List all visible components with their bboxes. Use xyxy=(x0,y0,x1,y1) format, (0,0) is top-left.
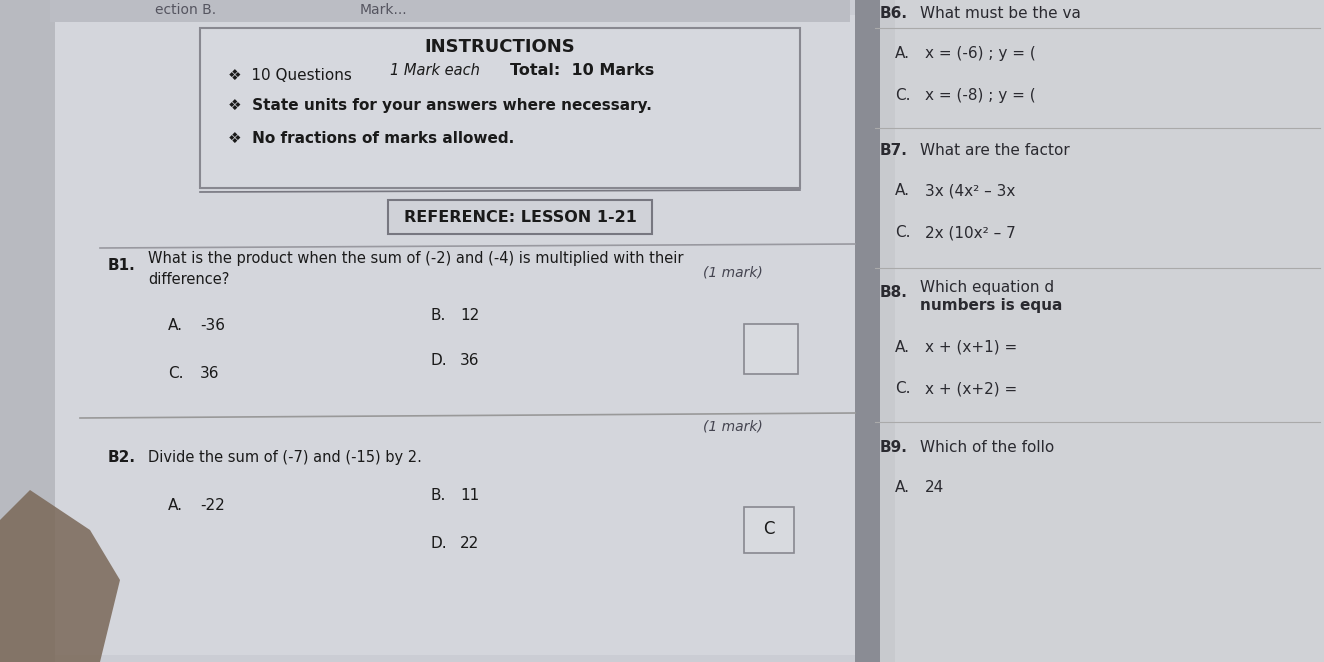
Text: B.: B. xyxy=(430,488,445,503)
Text: D.: D. xyxy=(430,536,446,551)
Text: D.: D. xyxy=(430,353,446,368)
Text: A.: A. xyxy=(895,480,910,495)
FancyBboxPatch shape xyxy=(744,324,798,374)
FancyBboxPatch shape xyxy=(0,0,56,662)
Text: Mark...: Mark... xyxy=(360,3,408,17)
Polygon shape xyxy=(0,490,120,662)
FancyBboxPatch shape xyxy=(50,0,850,22)
Text: C.: C. xyxy=(895,88,911,103)
Text: B2.: B2. xyxy=(109,450,136,465)
Text: B9.: B9. xyxy=(880,440,908,455)
FancyBboxPatch shape xyxy=(388,200,651,234)
Text: (1 mark): (1 mark) xyxy=(703,419,763,433)
Text: B8.: B8. xyxy=(880,285,908,300)
Text: C.: C. xyxy=(895,225,911,240)
Text: x = (-8) ; y = (: x = (-8) ; y = ( xyxy=(925,88,1035,103)
Text: ❖  10 Questions: ❖ 10 Questions xyxy=(228,68,352,83)
FancyBboxPatch shape xyxy=(200,28,800,188)
Text: Divide the sum of (-7) and (-15) by 2.: Divide the sum of (-7) and (-15) by 2. xyxy=(148,450,422,465)
Text: ection B.: ection B. xyxy=(155,3,216,17)
Text: ❖  State units for your answers where necessary.: ❖ State units for your answers where nec… xyxy=(228,98,651,113)
Text: Total:  10 Marks: Total: 10 Marks xyxy=(510,63,654,78)
Text: B7.: B7. xyxy=(880,143,908,158)
FancyBboxPatch shape xyxy=(895,0,1324,662)
FancyBboxPatch shape xyxy=(50,15,861,655)
Text: REFERENCE: LESSON 1-21: REFERENCE: LESSON 1-21 xyxy=(404,210,637,225)
Text: x + (x+1) =: x + (x+1) = xyxy=(925,340,1017,355)
Text: C.: C. xyxy=(895,381,911,396)
Text: 2x (10x² – 7: 2x (10x² – 7 xyxy=(925,225,1016,240)
FancyBboxPatch shape xyxy=(0,0,870,662)
Text: Which of the follo: Which of the follo xyxy=(920,440,1054,455)
Text: 22: 22 xyxy=(459,536,479,551)
Text: A.: A. xyxy=(168,318,183,333)
FancyBboxPatch shape xyxy=(855,0,880,662)
Text: (1 mark): (1 mark) xyxy=(703,266,763,280)
FancyBboxPatch shape xyxy=(870,0,1324,662)
Text: ❖  No fractions of marks allowed.: ❖ No fractions of marks allowed. xyxy=(228,131,514,146)
Text: numbers is equa: numbers is equa xyxy=(920,298,1062,313)
Text: A.: A. xyxy=(895,46,910,61)
Text: 36: 36 xyxy=(459,353,479,368)
Text: A.: A. xyxy=(895,340,910,355)
Text: C.: C. xyxy=(168,366,184,381)
Text: A.: A. xyxy=(168,498,183,513)
Text: B6.: B6. xyxy=(880,6,908,21)
Text: What is the product when the sum of (-2) and (-4) is multiplied with their: What is the product when the sum of (-2)… xyxy=(148,251,683,266)
Text: 12: 12 xyxy=(459,308,479,323)
Text: What are the factor: What are the factor xyxy=(920,143,1070,158)
Text: 36: 36 xyxy=(200,366,220,381)
FancyBboxPatch shape xyxy=(744,507,794,553)
Text: C: C xyxy=(763,520,775,538)
Text: 3x (4x² – 3x: 3x (4x² – 3x xyxy=(925,183,1016,198)
Text: 24: 24 xyxy=(925,480,944,495)
Text: A.: A. xyxy=(895,183,910,198)
Text: -22: -22 xyxy=(200,498,225,513)
Text: -36: -36 xyxy=(200,318,225,333)
Text: B1.: B1. xyxy=(109,258,136,273)
Text: INSTRUCTIONS: INSTRUCTIONS xyxy=(425,38,576,56)
Text: B.: B. xyxy=(430,308,445,323)
Text: 1 Mark each: 1 Mark each xyxy=(391,63,479,78)
Text: difference?: difference? xyxy=(148,272,229,287)
Text: x + (x+2) =: x + (x+2) = xyxy=(925,381,1017,396)
Text: Which equation d: Which equation d xyxy=(920,280,1054,295)
Text: What must be the va: What must be the va xyxy=(920,6,1080,21)
Text: 11: 11 xyxy=(459,488,479,503)
Text: x = (-6) ; y = (: x = (-6) ; y = ( xyxy=(925,46,1035,61)
